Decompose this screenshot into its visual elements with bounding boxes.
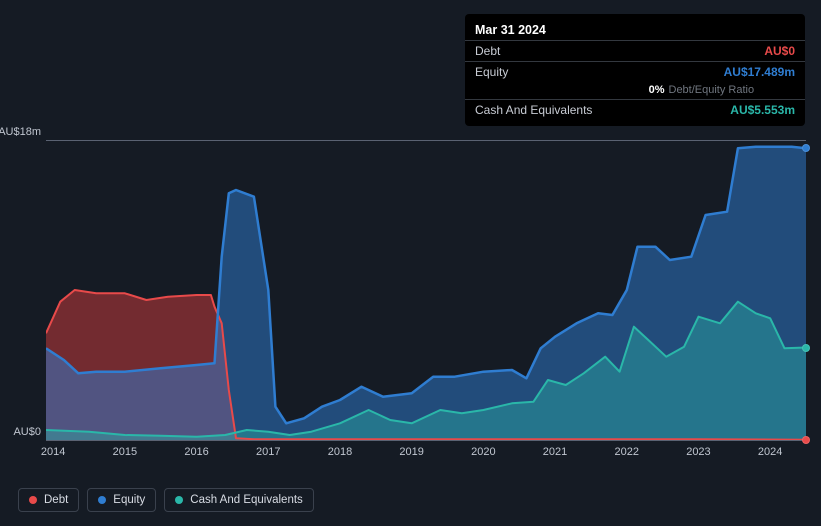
x-tick: 2024	[758, 446, 782, 458]
tooltip-row-label: Cash And Equivalents	[475, 103, 730, 117]
tooltip-row: Cash And EquivalentsAU$5.553m	[465, 99, 805, 120]
x-axis: 2014201520162017201820192020202120222023…	[46, 446, 806, 462]
legend-dot	[29, 496, 37, 504]
tooltip-row: EquityAU$17.489m	[465, 61, 805, 82]
legend-item-equity[interactable]: Equity	[87, 488, 156, 512]
legend-dot	[98, 496, 106, 504]
tooltip-ratio: 0%Debt/Equity Ratio	[465, 81, 805, 99]
x-tick: 2016	[184, 446, 208, 458]
x-tick: 2019	[399, 446, 423, 458]
x-tick: 2015	[113, 446, 137, 458]
endpoint-dot-equity	[802, 144, 810, 152]
tooltip-row: DebtAU$0	[465, 40, 805, 61]
x-tick: 2018	[328, 446, 352, 458]
x-tick: 2017	[256, 446, 280, 458]
chart-area: AU$18m AU$0 2014 2015 2016 2017 2018 2019 2020…	[0, 120, 821, 515]
tooltip-date: Mar 31 2024	[465, 20, 805, 40]
y-tick-zero: AU$0	[0, 426, 41, 438]
x-tick: 2014	[41, 446, 65, 458]
tooltip-row-value: AU$17.489m	[724, 65, 795, 79]
chart-plot[interactable]	[46, 140, 806, 440]
tooltip-row-value: AU$5.553m	[730, 103, 795, 117]
legend-item-cash-and-equivalents[interactable]: Cash And Equivalents	[164, 488, 314, 512]
grid-zero	[46, 440, 806, 441]
endpoint-dot-debt	[802, 436, 810, 444]
legend-label: Cash And Equivalents	[190, 494, 303, 506]
legend-label: Debt	[44, 494, 68, 506]
legend-label: Equity	[113, 494, 145, 506]
tooltip-row-value: AU$0	[764, 44, 795, 58]
x-tick: 2021	[543, 446, 567, 458]
endpoint-dot-cash-and-equivalents	[802, 344, 810, 352]
x-tick: 2022	[615, 446, 639, 458]
legend-dot	[175, 496, 183, 504]
y-tick-max: AU$18m	[0, 126, 41, 138]
x-tick: 2020	[471, 446, 495, 458]
legend: Debt Equity Cash And Equivalents	[18, 488, 314, 512]
tooltip-row-label: Debt	[475, 44, 764, 58]
tooltip-box: Mar 31 2024 DebtAU$0EquityAU$17.489m0%De…	[465, 14, 805, 126]
x-tick: 2023	[686, 446, 710, 458]
legend-item-debt[interactable]: Debt	[18, 488, 79, 512]
tooltip-row-label: Equity	[475, 65, 724, 79]
